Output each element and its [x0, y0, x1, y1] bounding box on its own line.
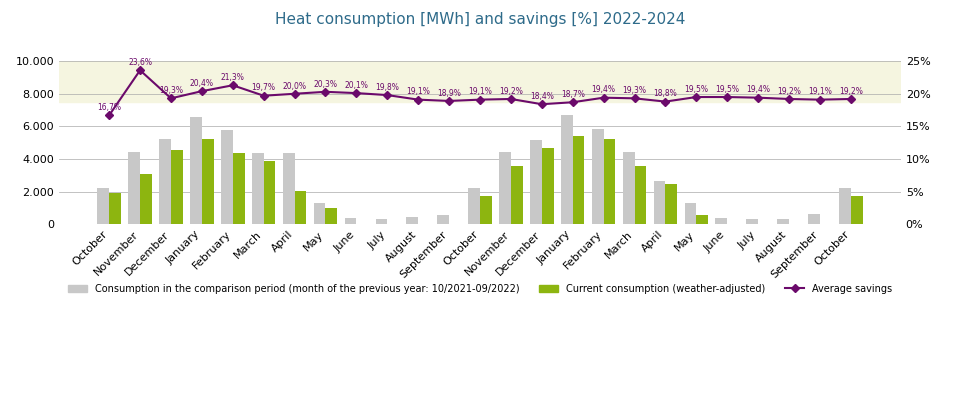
- Bar: [851, 196, 863, 224]
- Bar: [295, 191, 306, 224]
- Bar: [129, 152, 140, 224]
- Bar: [511, 166, 522, 224]
- Average savings: [845, 97, 856, 101]
- Average savings: [165, 96, 177, 101]
- Bar: [97, 187, 109, 224]
- Average savings: [474, 97, 486, 102]
- Bar: [715, 218, 728, 224]
- Text: 19,5%: 19,5%: [715, 85, 739, 94]
- Average savings: [505, 97, 516, 101]
- Bar: [252, 154, 264, 224]
- Bar: [375, 219, 387, 224]
- Average savings: [598, 95, 610, 100]
- Text: 23,6%: 23,6%: [128, 58, 152, 67]
- Text: 20,4%: 20,4%: [190, 79, 214, 88]
- Bar: [808, 214, 820, 224]
- Average savings: [227, 83, 238, 88]
- Text: 19,2%: 19,2%: [777, 87, 801, 96]
- Text: 19,2%: 19,2%: [839, 87, 863, 96]
- Text: 20,3%: 20,3%: [314, 80, 338, 88]
- Text: 19,8%: 19,8%: [375, 83, 399, 92]
- Average savings: [413, 97, 424, 102]
- Average savings: [722, 95, 733, 99]
- Average savings: [567, 100, 579, 105]
- Bar: [592, 129, 604, 224]
- Bar: [325, 208, 337, 224]
- Bar: [60, 61, 900, 102]
- Text: 19,7%: 19,7%: [252, 84, 276, 93]
- Text: 19,4%: 19,4%: [746, 85, 770, 95]
- Text: 19,3%: 19,3%: [159, 86, 183, 95]
- Bar: [480, 196, 492, 224]
- Average savings: [629, 96, 640, 101]
- Text: 20,1%: 20,1%: [345, 81, 369, 90]
- Bar: [665, 184, 677, 224]
- Text: 18,8%: 18,8%: [654, 89, 678, 98]
- Bar: [438, 215, 449, 224]
- Bar: [573, 136, 585, 224]
- Bar: [109, 194, 121, 224]
- Bar: [778, 219, 789, 224]
- Bar: [839, 187, 851, 224]
- Average savings: [350, 90, 362, 95]
- Legend: Consumption in the comparison period (month of the previous year: 10/2021-09/202: Consumption in the comparison period (mo…: [63, 280, 897, 298]
- Bar: [696, 215, 708, 224]
- Text: 19,5%: 19,5%: [684, 85, 708, 94]
- Text: 19,4%: 19,4%: [591, 85, 615, 95]
- Average savings: [690, 95, 702, 99]
- Bar: [264, 161, 276, 224]
- Bar: [406, 217, 419, 224]
- Average savings: [536, 102, 547, 107]
- Bar: [171, 150, 182, 224]
- Average savings: [104, 113, 115, 118]
- Bar: [541, 148, 554, 224]
- Text: 19,3%: 19,3%: [622, 86, 646, 95]
- Bar: [159, 139, 171, 224]
- Bar: [530, 140, 541, 224]
- Text: 18,7%: 18,7%: [561, 90, 585, 99]
- Line: Average savings: Average savings: [107, 67, 853, 118]
- Text: 19,1%: 19,1%: [468, 87, 492, 97]
- Text: Heat consumption [MWh] and savings [%] 2022-2024: Heat consumption [MWh] and savings [%] 2…: [275, 12, 685, 27]
- Average savings: [444, 99, 455, 103]
- Text: 18,9%: 18,9%: [437, 89, 461, 98]
- Bar: [623, 152, 635, 224]
- Average savings: [753, 95, 764, 100]
- Text: 19,2%: 19,2%: [499, 87, 523, 96]
- Bar: [684, 204, 696, 224]
- Bar: [604, 139, 615, 224]
- Average savings: [814, 97, 826, 102]
- Text: 18,4%: 18,4%: [530, 92, 554, 101]
- Average savings: [660, 99, 671, 104]
- Bar: [561, 115, 573, 224]
- Text: 21,3%: 21,3%: [221, 73, 245, 82]
- Average savings: [381, 93, 393, 97]
- Bar: [314, 204, 325, 224]
- Average savings: [196, 89, 207, 94]
- Text: 20,0%: 20,0%: [282, 82, 306, 90]
- Average savings: [134, 68, 146, 73]
- Bar: [345, 218, 356, 224]
- Average savings: [320, 89, 331, 94]
- Bar: [232, 154, 245, 224]
- Average savings: [783, 97, 795, 101]
- Bar: [654, 181, 665, 224]
- Text: 19,1%: 19,1%: [406, 87, 430, 97]
- Average savings: [289, 91, 300, 96]
- Bar: [635, 166, 646, 224]
- Bar: [202, 139, 214, 224]
- Bar: [746, 219, 758, 224]
- Average savings: [258, 93, 270, 98]
- Text: 19,1%: 19,1%: [808, 87, 832, 97]
- Bar: [468, 187, 480, 224]
- Bar: [283, 154, 295, 224]
- Bar: [499, 152, 511, 224]
- Bar: [140, 174, 152, 224]
- Text: 16,7%: 16,7%: [97, 103, 121, 112]
- Bar: [190, 117, 202, 224]
- Bar: [221, 130, 232, 224]
